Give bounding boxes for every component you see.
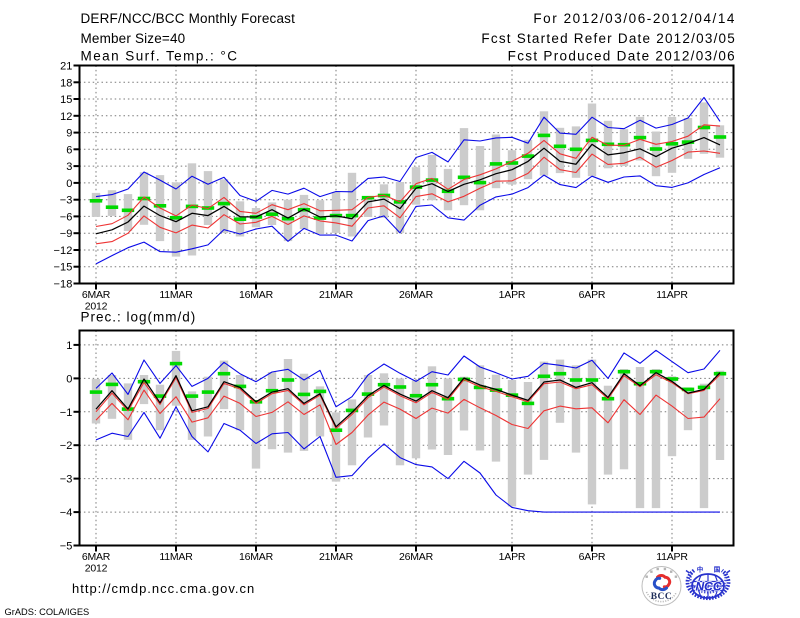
svg-text:1APR: 1APR [499, 289, 526, 301]
svg-text:21: 21 [60, 61, 72, 73]
svg-text:26MAR: 26MAR [399, 289, 434, 301]
svg-text:11MAR: 11MAR [159, 551, 193, 563]
svg-text:−1: −1 [60, 407, 73, 419]
svg-text:2012: 2012 [85, 562, 108, 574]
svg-text:11APR: 11APR [656, 551, 688, 563]
svg-text:−3: −3 [60, 474, 73, 486]
svg-text:15: 15 [60, 94, 72, 106]
svg-text:16MAR: 16MAR [239, 289, 274, 301]
svg-text:−9: −9 [60, 228, 73, 240]
svg-text:0: 0 [66, 373, 72, 385]
svg-text:Fcst Started Refer Date 2012/0: Fcst Started Refer Date 2012/03/05 [481, 31, 736, 46]
svg-text:For 2012/03/06-2012/04/14: For 2012/03/06-2012/04/14 [533, 11, 736, 26]
svg-text:21MAR: 21MAR [319, 289, 354, 301]
svg-text:NCC: NCC [696, 580, 722, 594]
svg-text:NCC: NCC [696, 580, 722, 594]
svg-text:26MAR: 26MAR [399, 551, 434, 563]
svg-text:−3: −3 [60, 195, 73, 207]
svg-text:Mean Surf. Temp.: °C: Mean Surf. Temp.: °C [81, 49, 239, 64]
svg-text:国: 国 [714, 565, 721, 574]
svg-text:Prec.: log(mm/d): Prec.: log(mm/d) [81, 310, 197, 325]
svg-text:−5: −5 [60, 541, 73, 553]
svg-text:Member Size=40: Member Size=40 [81, 31, 186, 46]
svg-text:6MAR: 6MAR [82, 551, 111, 563]
svg-text:6: 6 [66, 144, 72, 156]
svg-text:−18: −18 [54, 279, 73, 291]
svg-text:21MAR: 21MAR [319, 551, 354, 563]
svg-text:6APR: 6APR [579, 551, 606, 563]
svg-text:11APR: 11APR [656, 289, 688, 301]
svg-text:BCC: BCC [651, 592, 673, 602]
svg-text:6MAR: 6MAR [82, 289, 111, 301]
svg-text:11MAR: 11MAR [159, 289, 193, 301]
svg-text:http://cmdp.ncc.cma.gov.cn: http://cmdp.ncc.cma.gov.cn [72, 581, 255, 596]
svg-text:−12: −12 [54, 245, 73, 257]
svg-text:−6: −6 [60, 211, 73, 223]
svg-text:3: 3 [66, 161, 72, 173]
svg-text:16MAR: 16MAR [239, 551, 274, 563]
svg-text:中: 中 [697, 565, 704, 574]
svg-text:6APR: 6APR [579, 289, 606, 301]
svg-text:−2: −2 [60, 440, 73, 452]
svg-text:DERF/NCC/BCC Monthly Forecast: DERF/NCC/BCC Monthly Forecast [81, 11, 296, 26]
svg-text:18: 18 [60, 77, 72, 89]
svg-text:GrADS: COLA/IGES: GrADS: COLA/IGES [5, 607, 90, 617]
svg-text:Fcst Produced Date 2012/03/06: Fcst Produced Date 2012/03/06 [508, 49, 736, 64]
svg-text:−15: −15 [54, 262, 73, 274]
svg-text:0: 0 [66, 178, 72, 190]
svg-text:12: 12 [60, 111, 72, 123]
svg-text:1: 1 [66, 340, 72, 352]
svg-text:−4: −4 [60, 507, 73, 519]
svg-text:9: 9 [66, 128, 72, 140]
svg-text:2012: 2012 [85, 300, 108, 312]
svg-text:1APR: 1APR [499, 551, 526, 563]
